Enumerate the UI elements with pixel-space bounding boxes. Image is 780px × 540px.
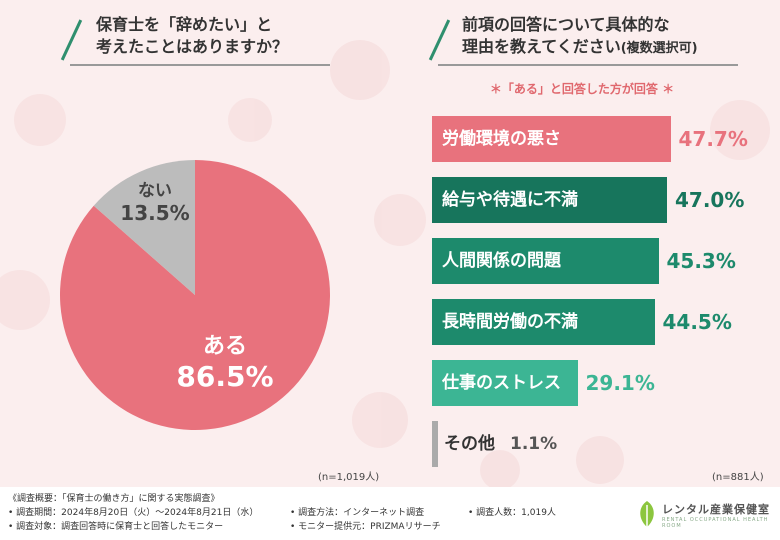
bar-category-label: 長時間労働の不満 (442, 312, 578, 332)
right-title-line1: 前項の回答について具体的な (462, 15, 670, 34)
bar-row: 仕事のストレス 29.1% (432, 360, 772, 406)
pie-label-no-value: 13.5% (120, 201, 190, 225)
logo-text: レンタル産業保健室 (662, 503, 770, 516)
right-title: 前項の回答について具体的な 理由を教えてください(複数選択可) (462, 14, 698, 60)
bar-row: その他 1.1% (432, 421, 772, 467)
bar-value-label: 45.3% (666, 249, 736, 273)
pie-chart (60, 160, 330, 430)
footer-summary: 《調査概要：「保育士の働き方」に関する実態調査》 (8, 494, 220, 504)
leaf-icon (640, 501, 654, 527)
left-title: 保育士を「辞めたい」と 考えたことはありますか？ (96, 14, 288, 58)
pie-label-yes: ある 86.5% (170, 328, 280, 393)
bar-category-label: その他 (444, 434, 495, 454)
bar (432, 421, 438, 467)
pie-label-no: ない 13.5% (115, 176, 195, 225)
bar (432, 177, 667, 223)
footer-provider: • モニター提供元：PRIZMAリサーチ (290, 522, 441, 532)
bar-row: 長時間労働の不満 44.5% (432, 299, 772, 345)
bar-category-label: 労働環境の悪さ (442, 129, 561, 149)
right-title-line2-main: 理由を教えてください (462, 37, 621, 56)
bar-category-label: 人間関係の問題 (442, 251, 561, 271)
right-title-underline (438, 64, 738, 66)
right-title-line2: 理由を教えてください(複数選択可) (462, 36, 698, 60)
bar-value-label: 47.0% (675, 188, 745, 212)
logo: レンタル産業保健室 RENTAL OCCUPATIONAL HEALTH ROO… (636, 497, 776, 531)
footer-count: • 調査人数：1,019人 (468, 508, 556, 518)
bar-row: 給与や待遇に不満 47.0% (432, 177, 772, 223)
bar-category-label: 仕事のストレス (442, 373, 561, 393)
background-decoration (0, 40, 770, 487)
bar (432, 360, 578, 406)
bar-value-label: 1.1% (510, 434, 558, 454)
bar (432, 299, 655, 345)
pie-label-yes-text: ある (202, 334, 247, 359)
pie-label-yes-value: 86.5% (176, 360, 274, 393)
pie-label-no-text: ない (138, 181, 172, 201)
right-subtitle: ＊「ある」と回答した方が回答 ＊ (489, 82, 675, 96)
bar-row: 人間関係の問題 45.3% (432, 238, 772, 284)
left-n-note: (n=1,019人) (318, 472, 380, 483)
footer-target: • 調査対象：調査回答時に保育士と回答したモニター (8, 522, 224, 532)
survey-footer: 《調査概要：「保育士の働き方」に関する実態調査》 • 調査期間：2024年8月2… (0, 487, 780, 540)
bar (432, 116, 671, 162)
pie-svg (60, 160, 330, 430)
bar (432, 238, 659, 284)
right-title-suffix: (複数選択可) (620, 41, 698, 56)
footer-period: • 調査期間：2024年8月20日（火）〜2024年8月21日（水） (8, 508, 259, 518)
logo-subtext: RENTAL OCCUPATIONAL HEALTH ROOM (662, 517, 769, 529)
bar-category-label: 給与や待遇に不満 (442, 190, 578, 210)
bar-value-label: 44.5% (662, 310, 732, 334)
bar-value-label: 47.7% (678, 127, 748, 151)
pie-slice-no (93, 160, 195, 295)
left-title-line1: 保育士を「辞めたい」と (96, 15, 273, 34)
bar-value-label: 29.1% (585, 371, 655, 395)
footer-method: • 調査方法：インターネット調査 (290, 508, 425, 518)
bar-row: 労働環境の悪さ 47.7% (432, 116, 772, 162)
left-title-underline (70, 64, 330, 66)
right-n-note: (n=881人) (712, 472, 764, 483)
left-title-line2: 考えたことはありますか？ (96, 37, 289, 56)
